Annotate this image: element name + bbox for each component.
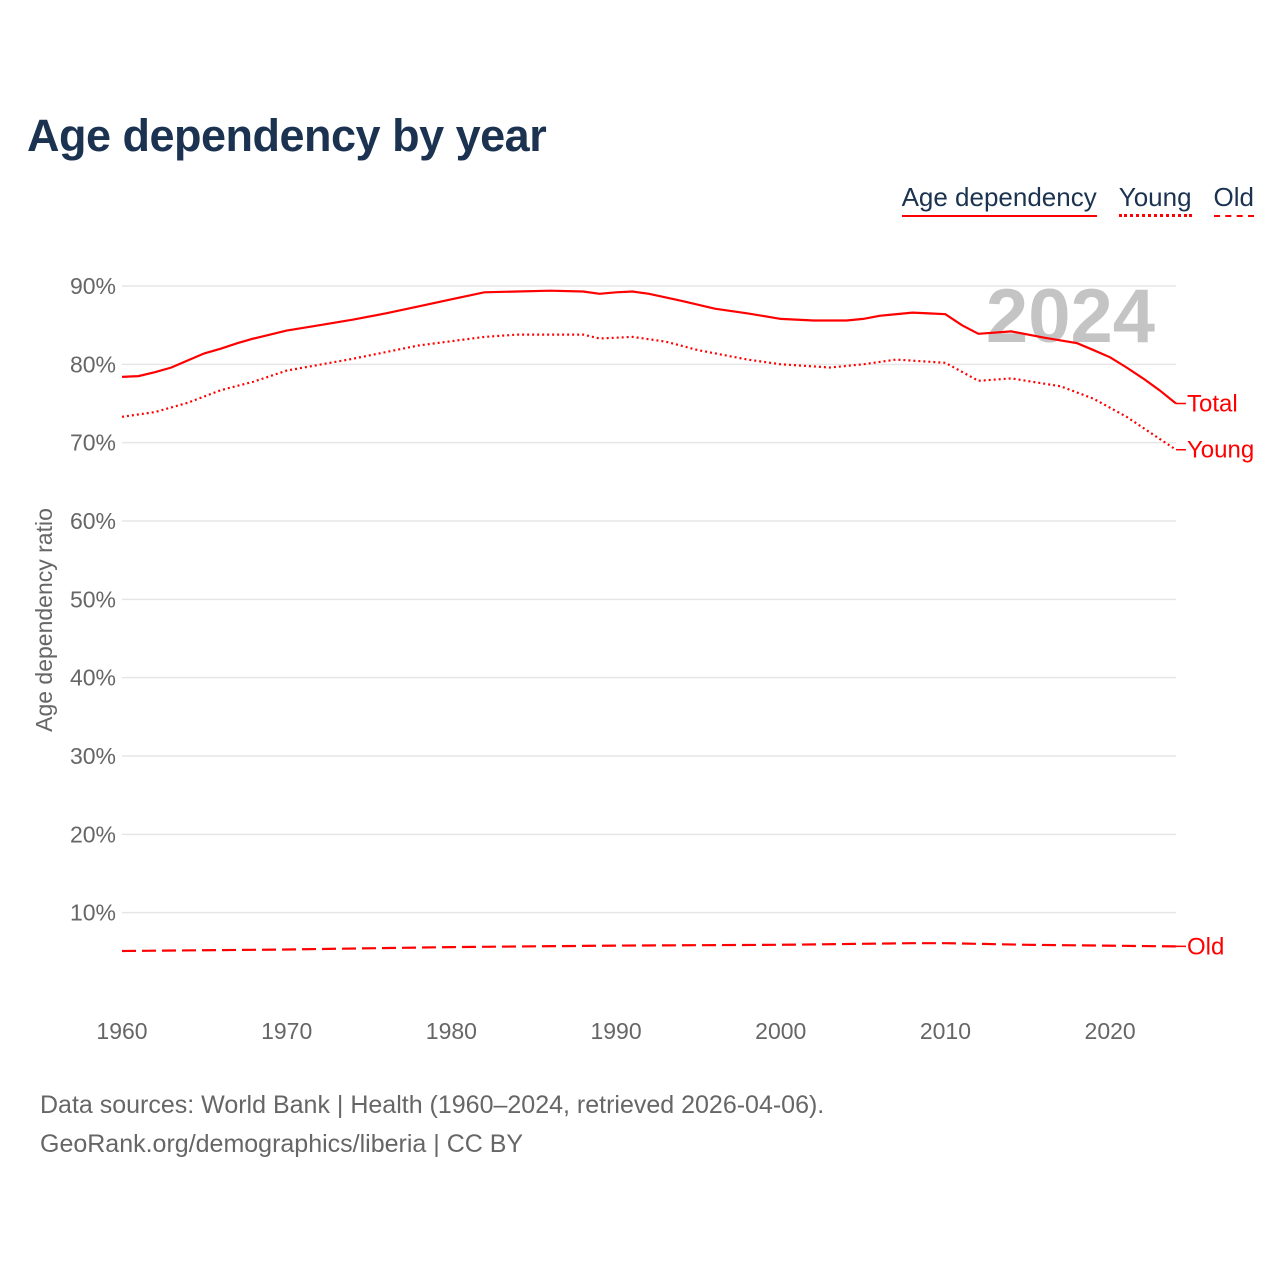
source-note: Data sources: World Bank | Health (1960–… xyxy=(40,1091,825,1119)
license-note[interactable]: GeoRank.org/demographics/liberia | CC BY xyxy=(40,1130,524,1158)
x-tick-label: 1980 xyxy=(426,1018,477,1044)
series-line-total xyxy=(121,289,1177,405)
legend-item-old[interactable]: Old xyxy=(1213,182,1254,217)
y-axis-label: Age dependency ratio xyxy=(31,508,57,732)
legend-item-age-dependency[interactable]: Age dependency xyxy=(901,182,1097,217)
legend-item-young[interactable]: Young xyxy=(1118,182,1192,217)
end-label-total: Total xyxy=(1187,391,1238,418)
x-tick-label: 1990 xyxy=(590,1018,641,1044)
y-tick-label: 60% xyxy=(70,508,116,534)
x-tick-label: 1960 xyxy=(96,1018,147,1044)
series-lines: Total Young Old xyxy=(121,289,1254,960)
grid: 10% 20% 30% 40% 50% 60% 70% 80% 90% 1960 1970 1980 1… xyxy=(70,273,1176,1044)
end-label-old: Old xyxy=(1187,933,1224,960)
x-tick-label: 1970 xyxy=(261,1018,312,1044)
y-tick-label: 70% xyxy=(70,430,116,456)
y-tick-label: 40% xyxy=(70,665,116,691)
footer: Data sources: World Bank | Health (1960–… xyxy=(40,1086,824,1164)
y-tick-label: 20% xyxy=(70,821,116,847)
chart-title: Age dependency by year xyxy=(27,110,547,161)
y-tick-label: 90% xyxy=(70,273,116,299)
y-tick-label: 80% xyxy=(70,351,116,377)
y-tick-label: 10% xyxy=(70,900,116,926)
y-tick-label: 30% xyxy=(70,743,116,769)
y-tick-label: 50% xyxy=(70,586,116,612)
x-tick-label: 2010 xyxy=(920,1018,971,1044)
year-watermark: 2024 xyxy=(986,274,1155,359)
series-line-old xyxy=(121,942,1177,953)
x-tick-label: 2020 xyxy=(1085,1018,1136,1044)
x-tick-label: 2000 xyxy=(755,1018,806,1044)
series-line-young xyxy=(121,333,1177,451)
legend: Age dependency Young Old xyxy=(901,182,1254,217)
end-label-young: Young xyxy=(1187,437,1254,464)
